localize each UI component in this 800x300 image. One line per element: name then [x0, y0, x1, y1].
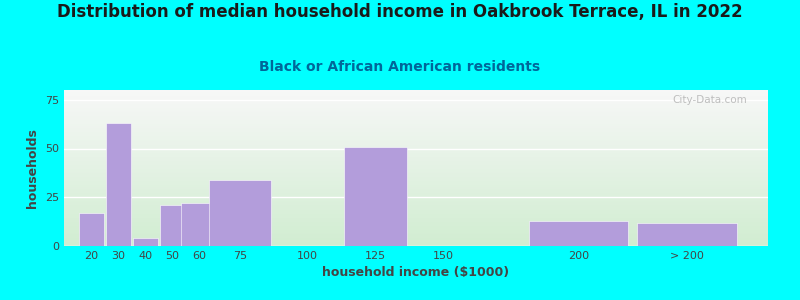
- Y-axis label: households: households: [26, 128, 39, 208]
- Bar: [106, 123, 130, 246]
- Bar: [209, 180, 271, 246]
- Bar: [529, 221, 628, 246]
- Bar: [181, 203, 218, 246]
- Bar: [78, 213, 103, 246]
- Bar: [133, 238, 158, 246]
- Bar: [344, 147, 406, 246]
- Text: Black or African American residents: Black or African American residents: [259, 60, 541, 74]
- Text: City-Data.com: City-Data.com: [672, 95, 747, 105]
- Text: Distribution of median household income in Oakbrook Terrace, IL in 2022: Distribution of median household income …: [57, 3, 743, 21]
- Bar: [637, 223, 737, 246]
- Bar: [160, 205, 185, 246]
- X-axis label: household income ($1000): household income ($1000): [322, 266, 510, 279]
